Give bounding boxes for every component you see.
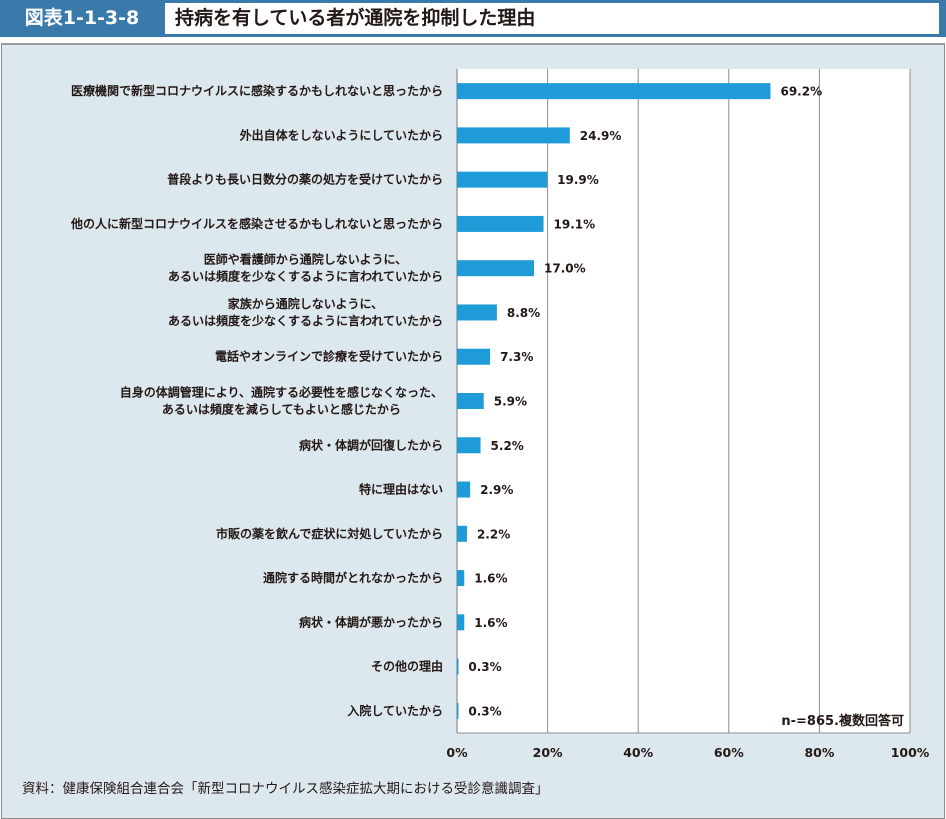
x-tick-label-100: 100% [891, 745, 930, 760]
bar-9 [457, 481, 471, 498]
category-labels: 医療機関で新型コロナウイルスに感染するかもしれないと思ったから外出自体をしないよ… [70, 83, 443, 718]
x-tick-label-40: 40% [623, 745, 653, 760]
category-label-9: 特に理由はない [359, 482, 443, 497]
category-label-10: 市販の薬を飲んで症状に対処していたから [216, 526, 443, 541]
bar-5 [457, 304, 497, 321]
category-label-7-line0: 自身の体調管理により、通院する必要性を感じなくなった、 [120, 385, 443, 400]
value-label-10: 2.2% [477, 527, 510, 541]
bar-7 [457, 393, 484, 409]
bar-2 [457, 171, 548, 188]
category-label-12: 病状・体調が悪かったから [299, 614, 443, 629]
bars [457, 83, 771, 719]
title-box: 持病を有している者が通院を抑制した理由 [165, 3, 939, 34]
value-label-8: 5.2% [491, 439, 524, 453]
bar-10 [457, 525, 467, 542]
x-tick-label-20: 20% [533, 745, 563, 760]
bar-4 [457, 260, 535, 277]
value-labels: 69.2% 24.9% 19.9% 19.1% 17.0% 8.8% 7.3% 5.9% 5.2… [468, 85, 822, 719]
x-tick-label-0: 0% [446, 745, 468, 760]
value-label-13: 0.3% [468, 660, 501, 674]
value-label-4: 17.0% [544, 262, 586, 276]
bar-3 [457, 215, 544, 232]
value-label-2: 19.9% [557, 173, 599, 187]
category-label-14: 入院していたから [347, 703, 443, 718]
category-label-0: 医療機関で新型コロナウイルスに感染するかもしれないと思ったから [71, 83, 443, 98]
value-label-11: 1.6% [474, 572, 507, 586]
bar-1 [457, 127, 570, 144]
x-tick-label-80: 80% [804, 745, 834, 760]
bar-14 [457, 702, 459, 719]
category-label-5-line0: 家族から通院しないように、 [228, 296, 383, 311]
bar-8 [457, 437, 481, 454]
x-tick-label-60: 60% [714, 745, 744, 760]
bar-6 [457, 348, 491, 365]
category-label-4-line0: 医師や看護師から通院しないように、 [204, 252, 407, 267]
value-label-0: 69.2% [780, 85, 822, 99]
value-label-7: 5.9% [494, 395, 527, 409]
value-label-5: 8.8% [507, 306, 540, 320]
category-label-1: 外出自体をしないようにしていたから [240, 127, 443, 142]
category-label-5-line1: あるいは頻度を少なくするように言われていたから [168, 313, 443, 328]
figure-number: 図表1-1-3-8 [24, 7, 140, 29]
value-label-3: 19.1% [554, 217, 596, 231]
value-label-1: 24.9% [580, 129, 622, 143]
sample-note: n-=865.複数回答可 [781, 713, 904, 729]
bar-12 [457, 614, 465, 631]
category-label-2: 普段よりも長い日数分の薬の処方を受けていたから [167, 172, 443, 187]
chart-title: 持病を有している者が通院を抑制した理由 [175, 7, 536, 29]
x-tick-labels: 0% 20% 40% 60% 80% 100% [446, 745, 929, 760]
category-label-11: 通院する時間がとれなかったから [263, 570, 443, 585]
figure-header: 図表1-1-3-8 持病を有している者が通院を抑制した理由 [0, 0, 946, 37]
category-label-4-line1: あるいは頻度を少なくするように言われていたから [168, 269, 443, 284]
category-label-3: 他の人に新型コロナウイルスを感染させるかもしれないと思ったから [70, 216, 443, 231]
bar-13 [457, 658, 459, 675]
bar-11 [457, 570, 465, 587]
category-label-8: 病状・体調が回復したから [299, 437, 443, 452]
value-label-9: 2.9% [480, 483, 513, 497]
category-label-6: 電話やオンラインで診療を受けていたから [215, 349, 443, 364]
category-label-13: その他の理由 [371, 659, 443, 674]
value-label-12: 1.6% [474, 616, 507, 630]
category-label-7-line1: あるいは頻度を減らしてもよいと感じたから [162, 402, 401, 417]
source-note: 資料：健康保険組合連合会「新型コロナウイルス感染症拡大期における受診意識調査」 [22, 781, 549, 797]
value-label-14: 0.3% [468, 704, 501, 718]
value-label-6: 7.3% [500, 350, 533, 364]
bar-0 [457, 83, 771, 100]
